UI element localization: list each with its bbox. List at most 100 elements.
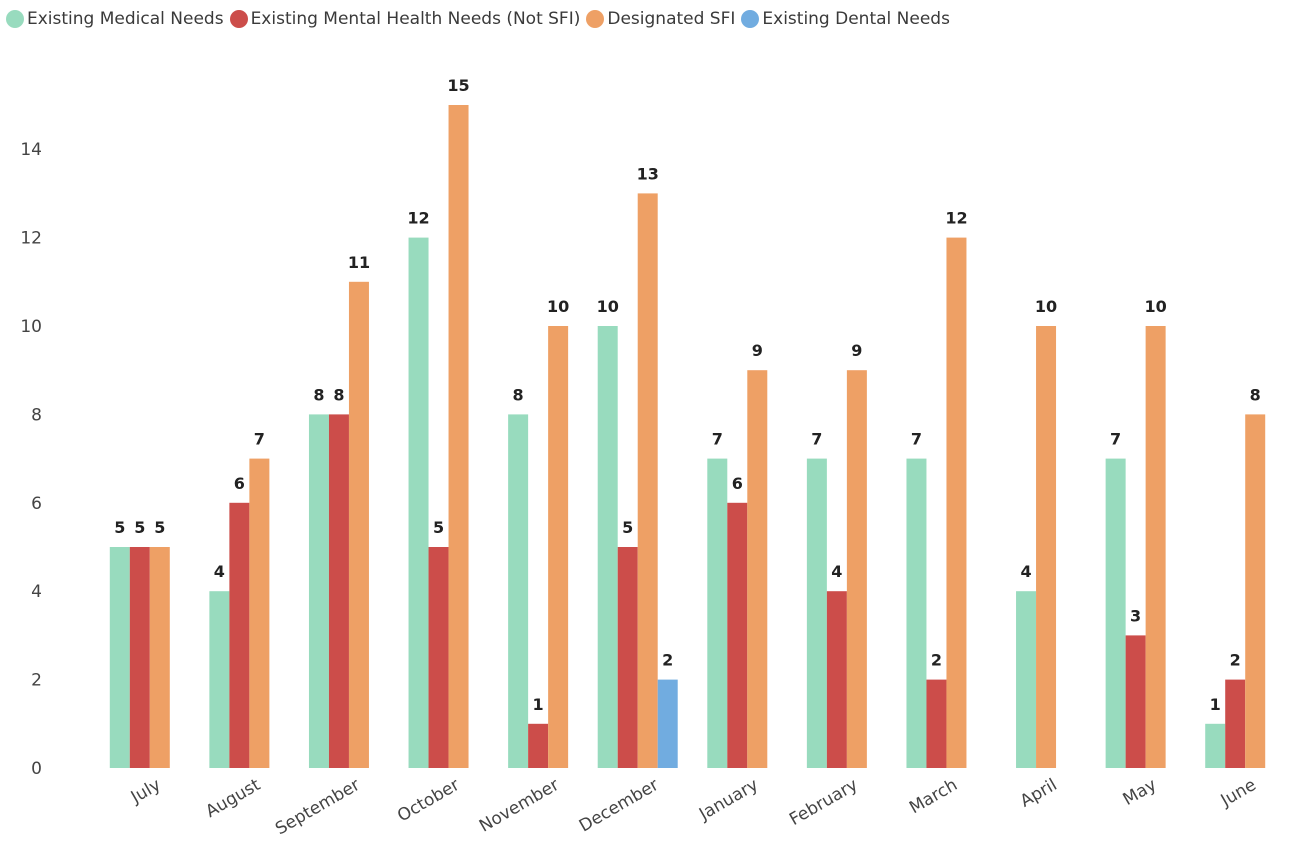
bar-existing-medical-needs-january[interactable] — [707, 458, 728, 768]
bar-designated-sfi-november[interactable] — [548, 326, 569, 768]
data-label: 8 — [513, 385, 524, 404]
bar-designated-sfi-april[interactable] — [1036, 326, 1057, 768]
bar-existing-medical-needs-november[interactable] — [508, 414, 529, 768]
bar-existing-medical-needs-july[interactable] — [109, 547, 130, 768]
legend-item-existing-dental-needs[interactable]: Existing Dental Needs — [741, 9, 950, 29]
bar-existing-mental-health-needs-not-sfi-june[interactable] — [1225, 679, 1246, 768]
bar-designated-sfi-january[interactable] — [747, 370, 768, 768]
data-label: 8 — [333, 385, 344, 404]
x-tick-label: September — [272, 775, 363, 839]
x-tick-label: October — [394, 775, 463, 826]
bar-existing-mental-health-needs-not-sfi-september[interactable] — [328, 414, 349, 768]
legend-label: Existing Dental Needs — [762, 9, 950, 29]
x-axis: July August September October November Decemb… — [127, 775, 1260, 839]
bar-designated-sfi-july[interactable] — [149, 547, 170, 768]
bar-existing-mental-health-needs-not-sfi-february[interactable] — [826, 591, 847, 768]
bar-designated-sfi-june[interactable] — [1245, 414, 1266, 768]
y-tick-label: 14 — [20, 140, 42, 160]
data-label: 10 — [1035, 297, 1057, 316]
data-label: 4 — [831, 562, 842, 581]
data-label: 2 — [662, 651, 673, 670]
legend-item-existing-medical-needs[interactable]: Existing Medical Needs — [6, 9, 224, 29]
legend-label: Existing Mental Health Needs (Not SFI) — [250, 9, 581, 29]
data-label: 9 — [851, 341, 862, 360]
bar-designated-sfi-december[interactable] — [637, 193, 658, 768]
data-label: 10 — [1144, 297, 1166, 316]
data-label: 2 — [1230, 651, 1241, 670]
data-label: 15 — [447, 76, 469, 95]
data-label: 5 — [154, 518, 165, 537]
bar-designated-sfi-september[interactable] — [348, 281, 369, 768]
data-label: 4 — [1020, 562, 1031, 581]
data-label: 7 — [254, 430, 265, 449]
data-label: 6 — [234, 474, 245, 493]
x-tick-label: March — [906, 775, 961, 818]
bar-existing-mental-health-needs-not-sfi-august[interactable] — [229, 502, 250, 768]
legend-label: Existing Medical Needs — [27, 9, 224, 29]
data-label: 2 — [931, 651, 942, 670]
data-label: 1 — [533, 695, 544, 714]
data-label: 13 — [637, 164, 659, 183]
legend-swatch — [6, 10, 24, 28]
y-tick-label: 2 — [31, 671, 42, 691]
x-tick-label: December — [576, 775, 662, 836]
data-label: 8 — [313, 385, 324, 404]
bar-designated-sfi-may[interactable] — [1145, 326, 1166, 768]
x-tick-label: July — [127, 775, 164, 808]
x-tick-label: January — [695, 775, 762, 825]
bar-existing-medical-needs-october[interactable] — [408, 237, 429, 769]
data-label: 7 — [811, 430, 822, 449]
legend-item-existing-mental-health-needs-not-sfi[interactable]: Existing Mental Health Needs (Not SFI) — [229, 9, 581, 29]
y-tick-label: 4 — [31, 582, 42, 602]
bar-existing-medical-needs-august[interactable] — [209, 591, 230, 768]
data-label: 10 — [597, 297, 619, 316]
data-label: 9 — [752, 341, 763, 360]
data-label: 3 — [1130, 606, 1141, 625]
x-tick-label: November — [476, 775, 563, 837]
y-tick-label: 10 — [20, 317, 42, 337]
data-label: 12 — [407, 209, 429, 228]
bar-existing-medical-needs-may[interactable] — [1105, 458, 1126, 768]
data-label: 6 — [732, 474, 743, 493]
bar-existing-medical-needs-march[interactable] — [906, 458, 927, 768]
bar-existing-mental-health-needs-not-sfi-january[interactable] — [727, 502, 748, 768]
data-label: 1 — [1210, 695, 1221, 714]
bar-existing-medical-needs-june[interactable] — [1205, 723, 1226, 768]
bar-existing-medical-needs-december[interactable] — [597, 326, 618, 768]
data-label: 7 — [712, 430, 723, 449]
legend-label: Designated SFI — [607, 9, 736, 29]
bar-existing-mental-health-needs-not-sfi-november[interactable] — [528, 723, 549, 768]
data-label: 5 — [433, 518, 444, 537]
bar-existing-mental-health-needs-not-sfi-october[interactable] — [428, 547, 449, 768]
x-tick-label: August — [202, 775, 264, 822]
data-label: 11 — [348, 253, 370, 272]
x-tick-label: April — [1017, 775, 1061, 812]
data-label: 5 — [134, 518, 145, 537]
data-label: 5 — [114, 518, 125, 537]
data-label: 4 — [214, 562, 225, 581]
bar-designated-sfi-august[interactable] — [249, 458, 270, 768]
bar-existing-dental-needs-december[interactable] — [657, 679, 678, 768]
bar-designated-sfi-october[interactable] — [448, 105, 469, 768]
data-label: 7 — [1110, 430, 1121, 449]
y-tick-label: 8 — [31, 405, 42, 425]
bar-existing-mental-health-needs-not-sfi-july[interactable] — [129, 547, 150, 768]
data-label: 5 — [622, 518, 633, 537]
bar-existing-mental-health-needs-not-sfi-march[interactable] — [926, 679, 947, 768]
bar-existing-mental-health-needs-not-sfi-december[interactable] — [617, 547, 638, 768]
legend: Existing Medical Needs Existing Mental He… — [6, 7, 956, 31]
legend-swatch — [741, 10, 760, 28]
legend-swatch — [229, 10, 248, 28]
bar-existing-mental-health-needs-not-sfi-may[interactable] — [1125, 635, 1146, 768]
legend-swatch — [586, 10, 605, 28]
bars — [109, 105, 1266, 769]
bar-existing-medical-needs-february[interactable] — [806, 458, 827, 768]
bar-existing-medical-needs-april[interactable] — [1016, 591, 1037, 768]
x-tick-label: May — [1120, 775, 1160, 810]
legend-item-designated-sfi[interactable]: Designated SFI — [586, 9, 735, 29]
bar-designated-sfi-march[interactable] — [946, 237, 967, 769]
bar-designated-sfi-february[interactable] — [846, 370, 867, 768]
bar-existing-medical-needs-september[interactable] — [308, 414, 329, 768]
